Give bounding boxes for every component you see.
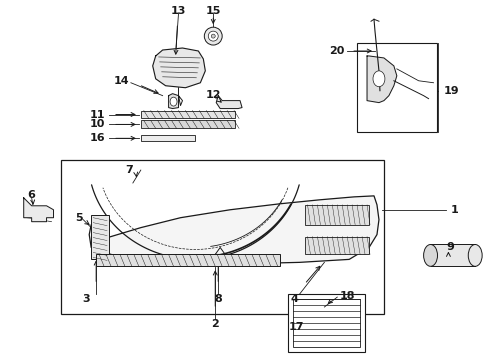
Bar — [141, 121, 235, 129]
Bar — [293, 299, 360, 347]
Bar — [141, 135, 196, 141]
Bar — [305, 205, 369, 225]
Text: 9: 9 — [446, 243, 454, 252]
Bar — [141, 111, 235, 118]
Polygon shape — [169, 94, 178, 109]
Text: 19: 19 — [443, 86, 459, 96]
Text: 3: 3 — [82, 294, 90, 304]
Text: 10: 10 — [90, 120, 105, 130]
Text: 17: 17 — [289, 322, 304, 332]
Ellipse shape — [204, 27, 222, 45]
Ellipse shape — [208, 31, 218, 41]
Text: 14: 14 — [113, 76, 129, 86]
Text: 20: 20 — [329, 46, 344, 56]
Ellipse shape — [373, 71, 385, 87]
Text: 11: 11 — [90, 109, 105, 120]
Polygon shape — [89, 196, 379, 264]
Bar — [96, 255, 280, 266]
Text: 5: 5 — [75, 213, 83, 223]
Text: 6: 6 — [28, 190, 36, 200]
Text: 8: 8 — [214, 294, 222, 304]
Text: 15: 15 — [206, 6, 221, 16]
Bar — [61, 160, 384, 314]
Text: 13: 13 — [171, 6, 186, 16]
Text: 4: 4 — [291, 294, 298, 304]
Text: 2: 2 — [211, 319, 219, 329]
Text: 18: 18 — [339, 291, 355, 301]
Ellipse shape — [424, 244, 438, 266]
Text: 12: 12 — [205, 90, 221, 100]
Polygon shape — [153, 48, 205, 88]
Ellipse shape — [468, 244, 482, 266]
Ellipse shape — [170, 97, 177, 106]
Bar — [288, 294, 365, 352]
Polygon shape — [24, 198, 53, 222]
Polygon shape — [367, 56, 397, 103]
Bar — [431, 244, 475, 266]
Text: 16: 16 — [90, 133, 105, 143]
Ellipse shape — [211, 34, 215, 38]
Text: 7: 7 — [125, 165, 133, 175]
Bar — [357, 43, 437, 132]
Text: 1: 1 — [450, 205, 458, 215]
Bar — [91, 215, 109, 260]
Bar — [305, 237, 369, 255]
Polygon shape — [216, 96, 242, 109]
